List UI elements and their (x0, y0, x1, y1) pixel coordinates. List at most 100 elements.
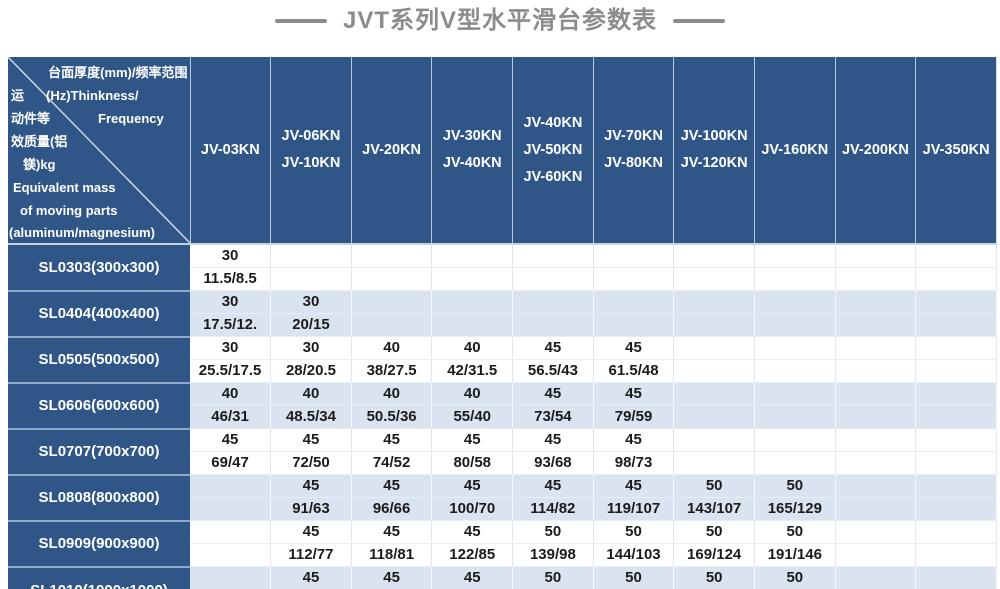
data-cell-mass: 100/70 (431, 497, 514, 521)
data-cell-thickness (431, 244, 514, 268)
data-cell-mass: 25.5/17.5 (190, 359, 272, 383)
data-cell-mass: 38/27.5 (351, 359, 433, 383)
data-cell-thickness (915, 520, 997, 544)
data-cell-thickness: 45 (593, 382, 675, 406)
data-cell-mass: 191/146 (754, 543, 836, 567)
parameters-table: 台面厚度(mm)/频率范围 运 (Hz)Thinkness/ 动件等 Frequ… (8, 57, 997, 589)
data-cell-thickness: 45 (512, 428, 594, 452)
column-header-label: JV-70KN (604, 128, 663, 144)
data-cell-thickness (431, 290, 514, 314)
row-label: SL0808(800x800) (8, 473, 190, 521)
data-cell-thickness: 45 (270, 428, 352, 452)
table-row-mass: 69/47 72/50 74/52 80/58 93/68 98/73 (8, 451, 997, 475)
data-cell-mass: 61.5/48 (593, 359, 675, 383)
row-label: SL0505(500x500) (8, 335, 190, 383)
table-row-thickness: SL0606(600x600) 40 40 40 40 45 45 (8, 381, 997, 429)
data-cell-mass (915, 359, 997, 383)
data-cell-mass (754, 313, 836, 337)
data-cell-mass (915, 267, 997, 291)
data-cell-mass: 74/52 (351, 451, 433, 475)
column-header-label: JV-120KN (680, 155, 748, 171)
data-cell-mass (915, 451, 997, 475)
column-header-label: JV-80KN (604, 155, 663, 171)
column-header-label: JV-60KN (523, 168, 583, 185)
data-cell-thickness (270, 244, 352, 268)
data-cell-thickness (673, 382, 755, 406)
data-cell-mass (431, 313, 514, 337)
data-cell-thickness (512, 290, 594, 314)
data-cell-mass (512, 313, 594, 337)
column-header-label: JV-06KN (281, 128, 341, 144)
data-cell-mass: 73/54 (512, 405, 594, 429)
data-cell-thickness: 50 (512, 520, 594, 544)
column-header: JV-20KN (351, 57, 433, 245)
column-header-label: JV-350KN (922, 141, 990, 158)
data-cell-mass: 165/129 (754, 497, 836, 521)
data-cell-thickness: 50 (754, 520, 836, 544)
data-cell-thickness: 45 (270, 566, 352, 589)
data-cell-thickness: 45 (431, 428, 514, 452)
column-header: JV-30KN JV-40KN (431, 57, 514, 245)
page-title: JVT系列V型水平滑台参数表 (342, 7, 658, 34)
data-cell-mass: 17.5/12. (190, 313, 272, 337)
data-cell-thickness: 40 (190, 382, 272, 406)
data-cell-thickness: 45 (270, 520, 352, 544)
data-cell-thickness: 45 (351, 474, 433, 498)
table-row-thickness: SL0303(300x300) 30 (8, 244, 997, 291)
column-header-label: JV-03KN (200, 141, 260, 158)
data-cell-thickness (835, 244, 917, 268)
data-cell-thickness: 30 (190, 244, 272, 268)
data-cell-thickness (915, 566, 997, 589)
table-row-mass: 25.5/17.5 28/20.5 38/27.5 42/31.5 56.5/43 61.… (8, 359, 997, 383)
data-cell-thickness: 50 (673, 474, 755, 498)
data-cell-thickness: 45 (593, 474, 675, 498)
data-cell-mass (351, 267, 433, 291)
data-cell-mass: 46/31 (190, 405, 272, 429)
data-cell-mass (431, 267, 514, 291)
row-label: SL1010(1000x1000) (8, 565, 190, 589)
data-cell-mass: 80/58 (431, 451, 514, 475)
data-cell-thickness: 45 (593, 336, 675, 360)
data-cell-thickness: 45 (431, 566, 514, 589)
corner-header-cell: 台面厚度(mm)/频率范围 运 (Hz)Thinkness/ 动件等 Frequ… (8, 57, 191, 245)
data-cell-mass (915, 543, 997, 567)
data-cell-thickness (754, 428, 836, 452)
data-cell-thickness (754, 244, 836, 268)
data-cell-thickness: 40 (351, 336, 433, 360)
corner-line: 台面厚度(mm)/频率范围 (48, 65, 188, 80)
data-cell-mass: 56.5/43 (512, 359, 594, 383)
data-cell-mass: 122/85 (431, 543, 514, 567)
header-row: 台面厚度(mm)/频率范围 运 (Hz)Thinkness/ 动件等 Frequ… (8, 57, 997, 245)
data-cell-thickness: 50 (673, 520, 755, 544)
table-row-thickness: SL0909(900x900) 45 45 45 50 50 50 50 (8, 519, 997, 567)
corner-line: 镁)kg (23, 157, 56, 172)
row-label: SL0909(900x900) (8, 519, 190, 567)
data-cell-mass: 112/77 (270, 543, 352, 567)
data-cell-thickness (673, 290, 755, 314)
column-header-label: JV-200KN (841, 141, 909, 158)
table-row-mass: 91/63 96/66 100/70 114/82 119/107 143/107 165/… (8, 497, 997, 521)
data-cell-thickness: 30 (270, 336, 352, 360)
data-cell-thickness (593, 290, 675, 314)
data-cell-mass (754, 451, 836, 475)
data-cell-thickness: 50 (673, 566, 755, 589)
data-cell-thickness: 45 (593, 428, 675, 452)
data-cell-mass (754, 359, 836, 383)
column-header: JV-06KN JV-10KN (270, 57, 352, 245)
row-label: SL0707(700x700) (8, 427, 190, 475)
corner-line: of moving parts (20, 203, 118, 218)
data-cell-mass (915, 497, 997, 521)
data-cell-mass: 93/68 (512, 451, 594, 475)
data-cell-thickness (593, 244, 675, 268)
data-cell-thickness: 45 (431, 520, 514, 544)
data-cell-thickness (351, 244, 433, 268)
data-cell-mass: 98/73 (593, 451, 675, 475)
data-cell-mass: 48.5/34 (270, 405, 352, 429)
data-cell-mass (835, 313, 917, 337)
data-cell-thickness: 40 (270, 382, 352, 406)
column-header-label: JV-160KN (761, 141, 829, 158)
corner-line: Frequency (98, 111, 164, 126)
data-cell-mass (512, 267, 594, 291)
data-cell-thickness (754, 290, 836, 314)
